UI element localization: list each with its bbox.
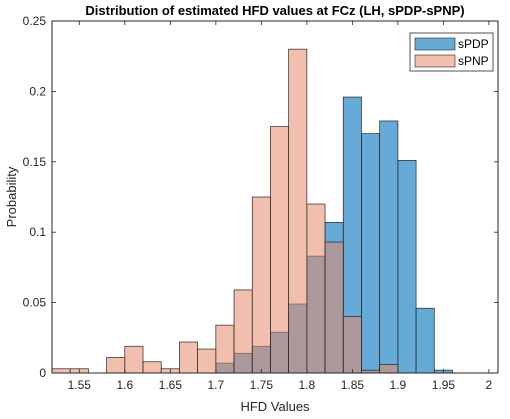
x-axis-ticks: 1.55 1.6 1.65 1.7 1.75 1.8 1.85 1.9 1.95 2 — [68, 21, 493, 392]
chart-title: Distribution of estimated HFD values at … — [85, 3, 464, 18]
spnp-bar — [124, 345, 144, 374]
legend-swatch-spdp — [414, 37, 456, 51]
x-tick-label: 1.95 — [432, 378, 456, 392]
spnp-bar — [197, 348, 217, 374]
spnp-bar — [215, 324, 235, 374]
legend: sPDP sPNP — [409, 32, 494, 72]
x-tick-label: 2 — [486, 378, 493, 392]
spnp-bar — [379, 364, 399, 374]
x-tick-label: 1.75 — [250, 378, 274, 392]
x-tick-label: 1.7 — [207, 378, 224, 392]
y-tick-label: 0.15 — [23, 155, 47, 169]
spnp-bar — [251, 196, 271, 374]
y-tick-label: 0.25 — [23, 14, 47, 28]
spdp-bar — [415, 307, 435, 374]
spnp-bar — [342, 316, 362, 374]
legend-label-spdp: sPDP — [458, 37, 489, 51]
spdp-bar — [361, 133, 381, 374]
y-axis-label: Probability — [4, 166, 19, 227]
spdp-bar — [397, 160, 417, 374]
x-axis-label: HFD Values — [240, 399, 310, 414]
spnp-bar — [288, 48, 308, 374]
legend-swatch-spnp — [414, 54, 456, 68]
y-tick-label: 0.05 — [23, 296, 47, 310]
x-tick-label: 1.85 — [341, 378, 365, 392]
spnp-bar — [142, 361, 162, 374]
x-tick-label: 1.8 — [299, 378, 316, 392]
x-tick-label: 1.65 — [159, 378, 183, 392]
spnp-bar — [179, 341, 198, 374]
y-axis-ticks: 0 0.05 0.1 0.15 0.2 0.25 — [23, 14, 498, 380]
plot-area-border — [51, 20, 499, 374]
spnp-bar — [324, 241, 344, 374]
y-tick-label: 0.1 — [29, 225, 46, 239]
x-tick-label: 1.55 — [68, 378, 92, 392]
x-tick-label: 1.6 — [116, 378, 133, 392]
spnp-bar — [51, 368, 71, 374]
legend-label-spnp: sPNP — [458, 54, 489, 68]
x-tick-label: 1.9 — [390, 378, 407, 392]
spnp-bar — [106, 357, 126, 374]
y-tick-label: 0 — [39, 366, 46, 380]
spnp-bar — [270, 126, 290, 374]
y-tick-label: 0.2 — [29, 84, 46, 98]
spnp-bar — [306, 203, 326, 374]
spnp-bar — [233, 289, 253, 374]
spdp-bar — [379, 120, 399, 374]
